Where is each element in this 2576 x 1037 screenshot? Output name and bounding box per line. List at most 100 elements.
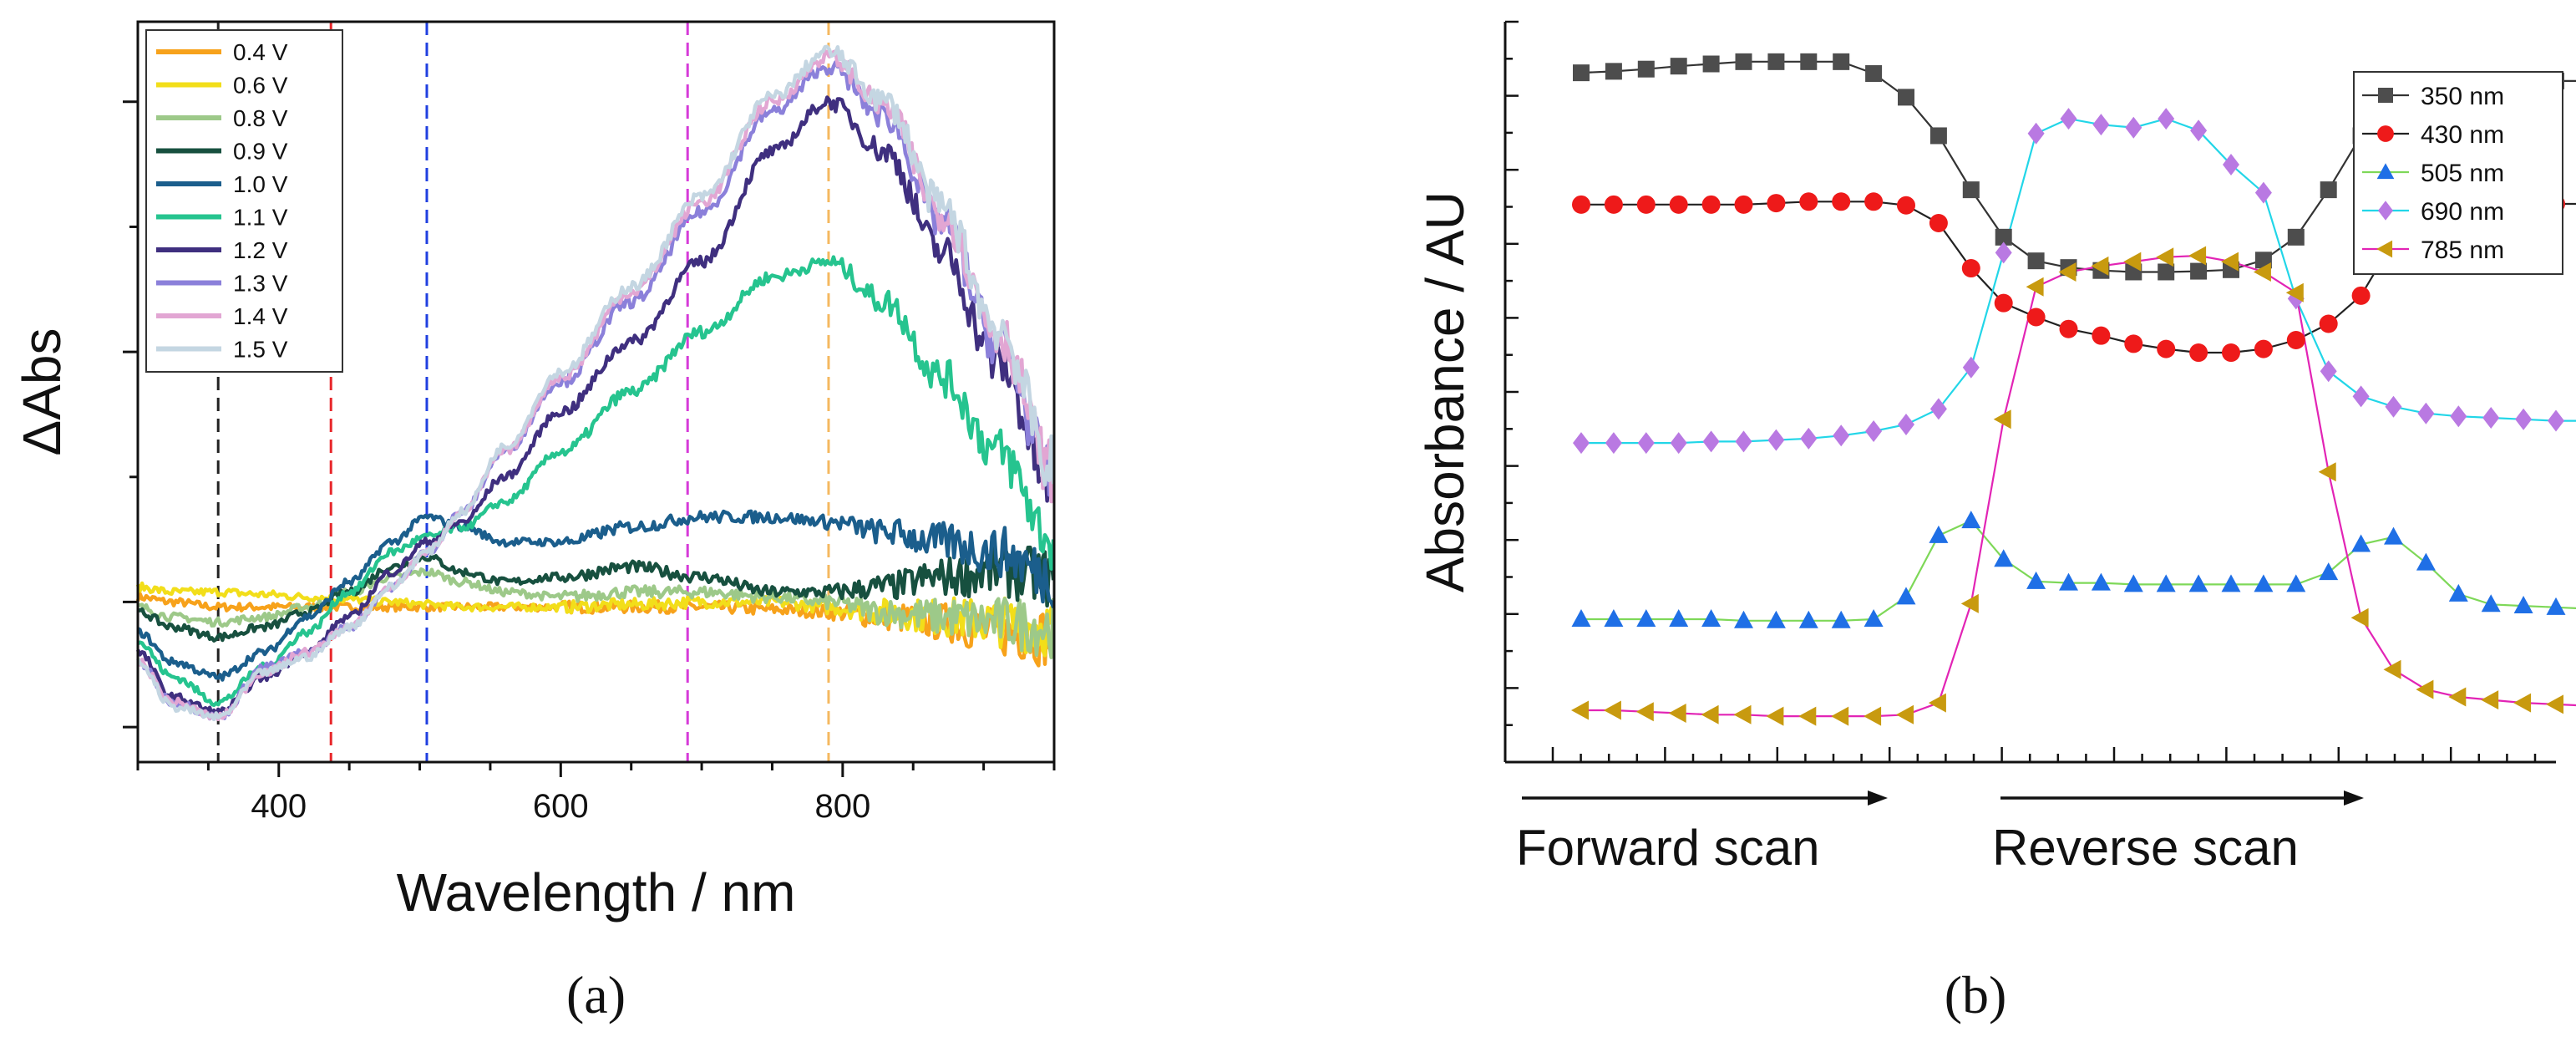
x-axis-title: Wavelength / nm	[397, 862, 796, 923]
legend-entry: 1.3 V	[233, 271, 288, 297]
data-point-350nm	[1865, 65, 1883, 83]
data-point-690nm	[1702, 430, 1720, 453]
data-point-690nm	[2482, 407, 2500, 430]
data-point-350nm	[2027, 252, 2045, 270]
data-point-505nm	[1896, 587, 1916, 605]
spectrum-line-1-0-V	[136, 509, 1056, 682]
data-point-690nm	[1865, 419, 1883, 442]
data-point-505nm	[2156, 574, 2176, 592]
data-point-505nm	[2384, 526, 2403, 545]
y-axis-title: ΔAbs	[12, 328, 72, 455]
data-point-785nm	[1571, 700, 1589, 720]
data-point-505nm	[2319, 562, 2339, 581]
scan-arrow-head	[2344, 790, 2364, 806]
data-point-430nm	[2254, 339, 2273, 358]
data-point-350nm	[1898, 89, 1914, 106]
data-point-785nm	[2188, 246, 2207, 266]
legend-entry: 1.0 V	[233, 171, 288, 197]
legend-entry: 785 nm	[2421, 236, 2504, 264]
data-point-785nm	[2416, 679, 2434, 699]
panel-label-b: (b)	[1945, 965, 2007, 1024]
data-point-350nm	[2320, 181, 2337, 199]
data-point-690nm	[1898, 413, 1914, 435]
data-point-785nm	[1928, 693, 1946, 713]
legend-swatch-marker	[2378, 201, 2393, 221]
data-point-505nm	[1571, 609, 1591, 628]
series-line-785nm	[1581, 254, 2576, 718]
data-point-430nm	[1572, 195, 1590, 214]
data-point-690nm	[2060, 108, 2077, 130]
data-point-785nm	[2253, 262, 2271, 282]
data-point-430nm	[1897, 196, 1915, 215]
data-point-785nm	[2026, 277, 2044, 297]
legend-entry: 690 nm	[2421, 198, 2504, 226]
legend-entry: 1.4 V	[233, 303, 288, 329]
data-point-785nm	[2091, 256, 2109, 276]
data-point-505nm	[2546, 597, 2566, 615]
data-point-785nm	[1766, 706, 1784, 726]
legend-entry: 0.8 V	[233, 105, 288, 131]
data-point-690nm	[2223, 153, 2239, 175]
data-point-505nm	[2026, 571, 2046, 589]
legend-entry: 1.2 V	[233, 237, 288, 263]
data-point-430nm	[2124, 334, 2143, 353]
data-point-430nm	[2059, 319, 2078, 338]
data-point-350nm	[1929, 127, 1947, 145]
data-point-505nm	[2059, 572, 2078, 591]
data-point-690nm	[1767, 429, 1785, 451]
spectrum-line-0-9-V	[137, 545, 1056, 643]
data-point-505nm	[1929, 525, 1949, 543]
data-point-785nm	[2058, 262, 2077, 282]
data-point-690nm	[1962, 356, 1980, 379]
x-tick-label: 600	[533, 788, 589, 825]
data-point-430nm	[1767, 194, 1786, 213]
data-point-785nm	[2546, 694, 2563, 714]
legend-swatch-marker	[2378, 88, 2393, 103]
data-point-430nm	[1994, 293, 2013, 313]
data-point-350nm	[1833, 53, 1850, 70]
data-point-690nm	[2158, 108, 2175, 130]
data-point-505nm	[1864, 609, 1884, 628]
data-point-430nm	[2026, 308, 2046, 327]
legend-box	[2353, 71, 2563, 275]
data-point-785nm	[1798, 706, 1817, 726]
data-point-505nm	[2221, 574, 2241, 592]
data-point-505nm	[1994, 549, 2014, 567]
legend-entry: 0.4 V	[233, 39, 288, 65]
data-point-690nm	[1605, 432, 1622, 455]
data-point-430nm	[1864, 192, 1884, 211]
legend-entry: 505 nm	[2421, 160, 2504, 187]
data-point-690nm	[2092, 114, 2110, 136]
panel-label-a: (a)	[566, 965, 626, 1024]
data-point-785nm	[2285, 282, 2304, 302]
data-point-690nm	[2548, 409, 2564, 432]
data-point-430nm	[2157, 339, 2176, 358]
legend-swatch-marker	[2376, 163, 2395, 180]
legend-entry: 0.9 V	[233, 139, 288, 165]
data-point-690nm	[1573, 432, 1590, 455]
legend-entry: 350 nm	[2421, 83, 2504, 110]
data-point-785nm	[2350, 607, 2369, 628]
data-point-785nm	[1896, 704, 1914, 724]
panel-b-scatter-chart: Forward scan Reverse scan Absorbance / AU 3…	[1415, 20, 2576, 1024]
spectrum-line-1-1-V	[136, 255, 1056, 708]
data-point-785nm	[1733, 704, 1752, 724]
data-point-690nm	[2254, 181, 2272, 204]
data-point-430nm	[1832, 192, 1851, 211]
data-point-430nm	[1669, 195, 1688, 214]
data-point-430nm	[1734, 195, 1753, 214]
plot-frame	[136, 20, 1056, 764]
data-point-690nm	[1670, 432, 1687, 455]
data-point-785nm	[2221, 252, 2239, 272]
data-point-505nm	[1604, 609, 1624, 628]
x-tick-label: 800	[814, 788, 870, 825]
data-point-505nm	[2286, 574, 2306, 592]
data-point-785nm	[2383, 659, 2401, 679]
scan-label: Reverse scan	[1992, 820, 2299, 876]
data-point-350nm	[1573, 64, 1590, 82]
data-point-350nm	[2287, 228, 2305, 246]
data-point-505nm	[2351, 534, 2371, 552]
legend-a: 0.4 V 0.6 V 0.8 V 0.9 V 1.0 V 1.1 V 1.2 V 1.3 V…	[145, 29, 343, 373]
data-point-430nm	[2092, 326, 2111, 345]
data-point-785nm	[1864, 706, 1882, 726]
